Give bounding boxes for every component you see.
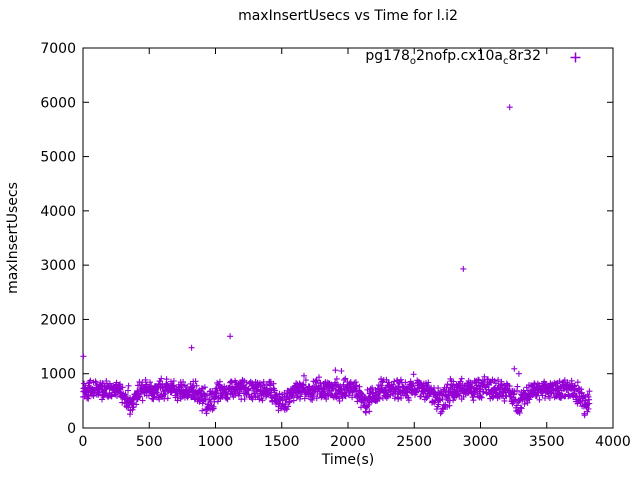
y-tick-label: 0	[67, 421, 76, 437]
y-tick-label: 6000	[40, 95, 76, 111]
y-tick-label: 2000	[40, 312, 76, 328]
y-tick-label: 4000	[40, 204, 76, 220]
y-tick-label: 1000	[40, 367, 76, 383]
x-tick-label: 3500	[529, 434, 565, 450]
legend-label-subscript: o	[409, 55, 417, 67]
plot-border	[82, 47, 614, 429]
legend-label-part: 2nofp.cx10a	[416, 48, 504, 64]
y-tick-label: 7000	[40, 41, 76, 57]
x-tick-label: 2000	[330, 434, 366, 450]
x-axis-label: Time(s)	[321, 452, 375, 468]
x-tick-label: 4000	[595, 434, 631, 450]
legend-label-part: pg178	[365, 48, 410, 64]
x-tick-label: 0	[79, 434, 88, 450]
chart-title: maxInsertUsecs vs Time for l.i2	[238, 8, 458, 24]
x-tick-label: 1000	[198, 434, 234, 450]
x-tick-label: 500	[136, 434, 163, 450]
y-tick-label: 3000	[40, 258, 76, 274]
legend-label-subscript: c	[503, 55, 509, 67]
x-tick-label: 1500	[264, 434, 300, 450]
legend-series-label: pg178o2nofp.cx10ac8r32	[241, 47, 541, 67]
scatter-points	[80, 104, 593, 419]
x-tick-label: 2500	[396, 434, 432, 450]
legend-label-part: 8r32	[508, 48, 541, 64]
legend-plus-icon	[570, 52, 581, 63]
x-tick-label: 3000	[463, 434, 499, 450]
y-tick-label: 5000	[40, 150, 76, 166]
